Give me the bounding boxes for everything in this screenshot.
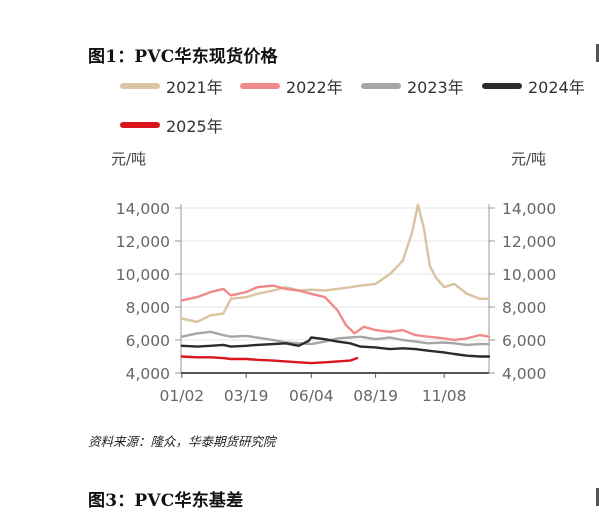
legend-label: 2022年 — [286, 78, 343, 97]
series-line-2 — [180, 284, 491, 342]
legend-label: 2021年 — [166, 78, 223, 97]
legend-swatch — [120, 122, 160, 128]
x-tick-label: 03/19 — [224, 387, 269, 405]
legend-swatch — [482, 83, 522, 89]
y-right-tick-label: 14,000 — [502, 200, 556, 218]
legend-item-2: 2022年 — [240, 74, 343, 98]
line-chart: 4,000 4,000 6,000 6,000 8,000 8,000 10,000 10,0… — [116, 200, 557, 405]
y-left-tick-label: 4,000 — [126, 365, 170, 383]
y-left-tick-label: 6,000 — [126, 332, 170, 350]
legend-label: 2023年 — [407, 78, 464, 97]
left-axis-unit: 元/吨 — [111, 150, 147, 168]
series-line-3 — [180, 330, 491, 347]
y-right-tick-label: 6,000 — [502, 332, 546, 350]
legend-swatch — [361, 83, 401, 89]
y-right-tick-label: 4,000 — [502, 365, 546, 383]
y-right-tick-label: 8,000 — [502, 299, 546, 317]
y-left-tick-label: 12,000 — [116, 233, 170, 251]
legend-label: 2025年 — [166, 117, 223, 136]
y-right-tick-label: 12,000 — [502, 233, 556, 251]
legend-item-5: 2025年 — [120, 113, 223, 137]
legend-item-1: 2021年 — [120, 74, 223, 98]
x-tick-label: 01/02 — [160, 387, 205, 405]
series-line-4 — [180, 336, 491, 358]
x-tick-label: 11/08 — [422, 387, 467, 405]
right-edge-divider — [596, 44, 599, 62]
y-right-tick-label: 10,000 — [502, 266, 556, 284]
y-left-tick-label: 10,000 — [116, 266, 170, 284]
source-note: 资料来源：隆众，华泰期货研究院 — [88, 434, 276, 449]
figure-1-title: 图1：PVC华东现货价格 — [88, 47, 278, 67]
legend-swatch — [240, 83, 280, 89]
legend-item-3: 2023年 — [361, 74, 464, 98]
series-line-1 — [180, 203, 491, 324]
right-edge-divider-2 — [596, 488, 599, 506]
series-line-5 — [180, 355, 359, 365]
y-left-tick-label: 14,000 — [116, 200, 170, 218]
x-tick-label: 06/04 — [289, 387, 334, 405]
figure-3-title: 图3：PVC华东基差 — [88, 491, 244, 511]
legend-item-4: 2024年 — [482, 74, 585, 98]
x-tick-label: 08/19 — [353, 387, 398, 405]
right-axis-unit: 元/吨 — [511, 150, 547, 168]
y-left-tick-label: 8,000 — [126, 299, 170, 317]
legend-swatch — [120, 83, 160, 89]
legend-label: 2024年 — [528, 78, 585, 97]
